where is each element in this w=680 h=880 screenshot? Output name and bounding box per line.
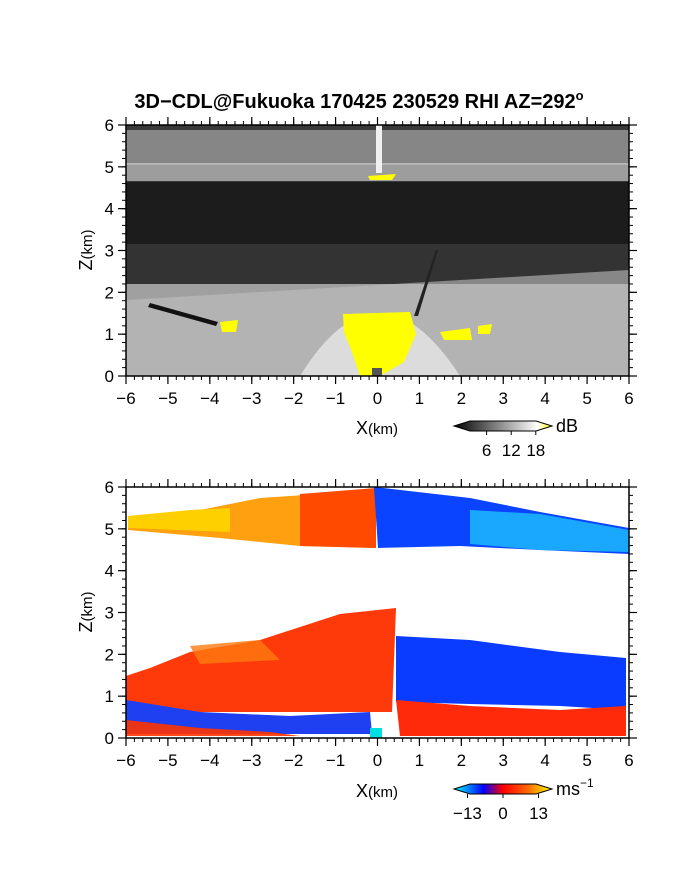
colorbar-velocity: −13 0 13 ms−1 bbox=[452, 776, 594, 823]
x-tick-label: −4 bbox=[200, 751, 219, 770]
x-tick-label: −3 bbox=[242, 751, 261, 770]
x-tick-label: −1 bbox=[326, 751, 345, 770]
x-tick-label: 1 bbox=[415, 751, 424, 770]
colorbar-tick-label: 6 bbox=[482, 441, 491, 460]
x-tick-label: 2 bbox=[457, 751, 466, 770]
colorbar-tick-label: 0 bbox=[498, 804, 507, 823]
x-tick-label: −5 bbox=[158, 389, 177, 408]
y-tick-label: 3 bbox=[105, 242, 114, 261]
x-axis-label: X(km) bbox=[356, 781, 398, 801]
x-tick-label: −1 bbox=[326, 389, 345, 408]
colorbar-tick-label: 18 bbox=[526, 441, 545, 460]
velocity-heatmap bbox=[126, 487, 629, 738]
x-tick-label: −2 bbox=[284, 389, 303, 408]
colorbar-tick-label: 12 bbox=[502, 441, 521, 460]
colorbar-unit-label: ms−1 bbox=[556, 776, 594, 799]
y-tick-label: 0 bbox=[105, 367, 114, 386]
y-tick-label: 1 bbox=[105, 687, 114, 706]
y-tick-label: 6 bbox=[105, 116, 114, 135]
x-tick-label: 0 bbox=[373, 751, 382, 770]
x-tick-label: 1 bbox=[415, 389, 424, 408]
y-axis-label: Z(km) bbox=[76, 592, 96, 633]
x-tick-label: 5 bbox=[582, 751, 591, 770]
x-tick-label: 5 bbox=[582, 389, 591, 408]
axis-ticks: −6 −5 −4 −3 −2 −1 0 1 2 3 4 5 6 0 1 2 3 4 5 6 bbox=[105, 478, 637, 770]
y-tick-label: 6 bbox=[105, 478, 114, 497]
axis-ticks: −6 −5 −4 −3 −2 −1 0 1 2 3 4 5 6 0 1 2 3 4 5 6 bbox=[105, 116, 637, 408]
x-tick-label: −3 bbox=[242, 389, 261, 408]
colorbar-backscatter: 6 12 18 dB bbox=[452, 416, 578, 460]
chart-title: 3D−CDL@Fukuoka 170425 230529 RHI AZ=292o bbox=[134, 88, 583, 113]
backscatter-heatmap bbox=[126, 125, 629, 376]
colorbar-tick-label: −13 bbox=[453, 804, 482, 823]
x-tick-label: −6 bbox=[116, 751, 135, 770]
y-axis-label: Z(km) bbox=[76, 230, 96, 271]
x-tick-label: −4 bbox=[200, 389, 219, 408]
y-tick-label: 2 bbox=[105, 283, 114, 302]
x-tick-label: 3 bbox=[499, 389, 508, 408]
x-tick-label: −6 bbox=[116, 389, 135, 408]
y-tick-label: 5 bbox=[105, 158, 114, 177]
y-tick-label: 0 bbox=[105, 729, 114, 748]
x-tick-label: 4 bbox=[540, 389, 549, 408]
y-tick-label: 3 bbox=[105, 604, 114, 623]
x-tick-label: 0 bbox=[373, 389, 382, 408]
y-tick-label: 2 bbox=[105, 645, 114, 664]
velocity-panel: −6 −5 −4 −3 −2 −1 0 1 2 3 4 5 6 0 1 2 3 4 5 6 Z(km) X(km) −… bbox=[76, 478, 637, 823]
x-axis-label: X(km) bbox=[356, 418, 398, 438]
x-tick-label: −2 bbox=[284, 751, 303, 770]
y-tick-label: 4 bbox=[105, 562, 114, 581]
x-tick-label: 6 bbox=[624, 389, 633, 408]
y-tick-label: 4 bbox=[105, 200, 114, 219]
y-tick-label: 1 bbox=[105, 325, 114, 344]
x-tick-label: 4 bbox=[540, 751, 549, 770]
x-tick-label: 3 bbox=[499, 751, 508, 770]
x-tick-label: 2 bbox=[457, 389, 466, 408]
x-tick-label: −5 bbox=[158, 751, 177, 770]
colorbar-tick-label: 13 bbox=[529, 804, 548, 823]
x-tick-label: 6 bbox=[624, 751, 633, 770]
colorbar-unit-label: dB bbox=[556, 416, 578, 436]
y-tick-label: 5 bbox=[105, 520, 114, 539]
